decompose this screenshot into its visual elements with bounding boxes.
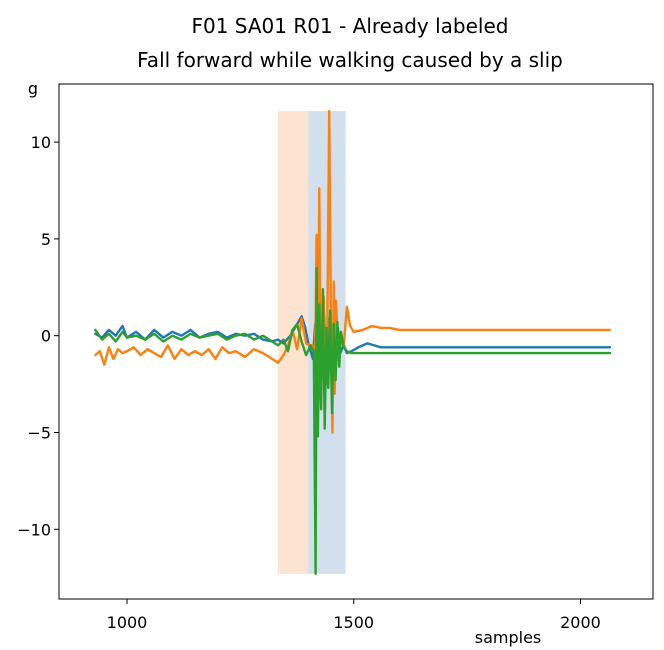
y-tick-label: 0 <box>41 327 51 346</box>
series-axis-3 <box>94 266 612 575</box>
plot-frame <box>58 83 654 600</box>
series-axis-2 <box>94 109 612 434</box>
chart-title-line-1: F01 SA01 R01 - Already labeled <box>192 14 509 38</box>
y-tick-label: 10 <box>31 133 51 152</box>
chart-title-line-2: Fall forward while walking caused by a s… <box>137 48 563 72</box>
y-tick-label: −5 <box>27 423 51 442</box>
axis-ticks: 1000 1500 2000 10 5 0 −5 −10 <box>17 133 601 632</box>
x-tick-label: 1000 <box>107 613 148 632</box>
x-axis-label: samples <box>475 628 542 647</box>
x-tick-label: 2000 <box>560 613 601 632</box>
y-axis-label: g <box>28 79 38 98</box>
series-axis-1 <box>94 315 612 386</box>
y-tick-label: 5 <box>41 230 51 249</box>
y-tick-label: −10 <box>17 520 51 539</box>
x-tick-label: 1500 <box>333 613 374 632</box>
data-series <box>94 109 612 575</box>
